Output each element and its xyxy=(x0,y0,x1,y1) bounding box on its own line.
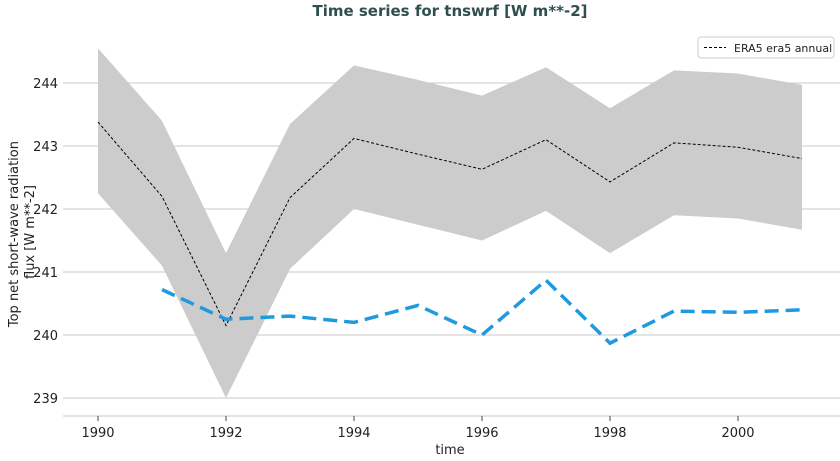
y-axis-label-line-2: flux [W m**-2] xyxy=(23,185,38,279)
x-tick-label: 1994 xyxy=(337,426,370,441)
legend-label: ERA5 era5 annual xyxy=(734,42,832,55)
series-line-1 xyxy=(161,277,803,346)
x-tick-label: 1992 xyxy=(209,426,242,441)
y-tick-label: 243 xyxy=(33,140,58,155)
x-tick-label: 2000 xyxy=(721,426,754,441)
legend-box xyxy=(697,36,835,59)
x-tick-label: 1996 xyxy=(465,426,498,441)
x-axis-label: time xyxy=(435,443,464,457)
y-tick-label: 240 xyxy=(33,329,58,344)
y-tick-label: 242 xyxy=(33,203,58,218)
y-tick-label: 239 xyxy=(33,392,58,407)
y-axis-label-line-1: Top net short-wave radiation xyxy=(7,141,22,328)
y-tick-label: 241 xyxy=(33,266,58,281)
y-tick-label: 244 xyxy=(33,77,58,92)
y-axis-label: Top net short-wave radiation flux [W m**… xyxy=(7,137,38,328)
chart-title: Time series for tnswrf [W m**-2] xyxy=(312,2,587,20)
x-tick-label: 1990 xyxy=(81,426,114,441)
uncertainty-band xyxy=(98,48,802,398)
x-tick-label: 1998 xyxy=(593,426,626,441)
legend: ERA5 era5 annual xyxy=(697,36,835,59)
series-line-0 xyxy=(97,121,803,327)
